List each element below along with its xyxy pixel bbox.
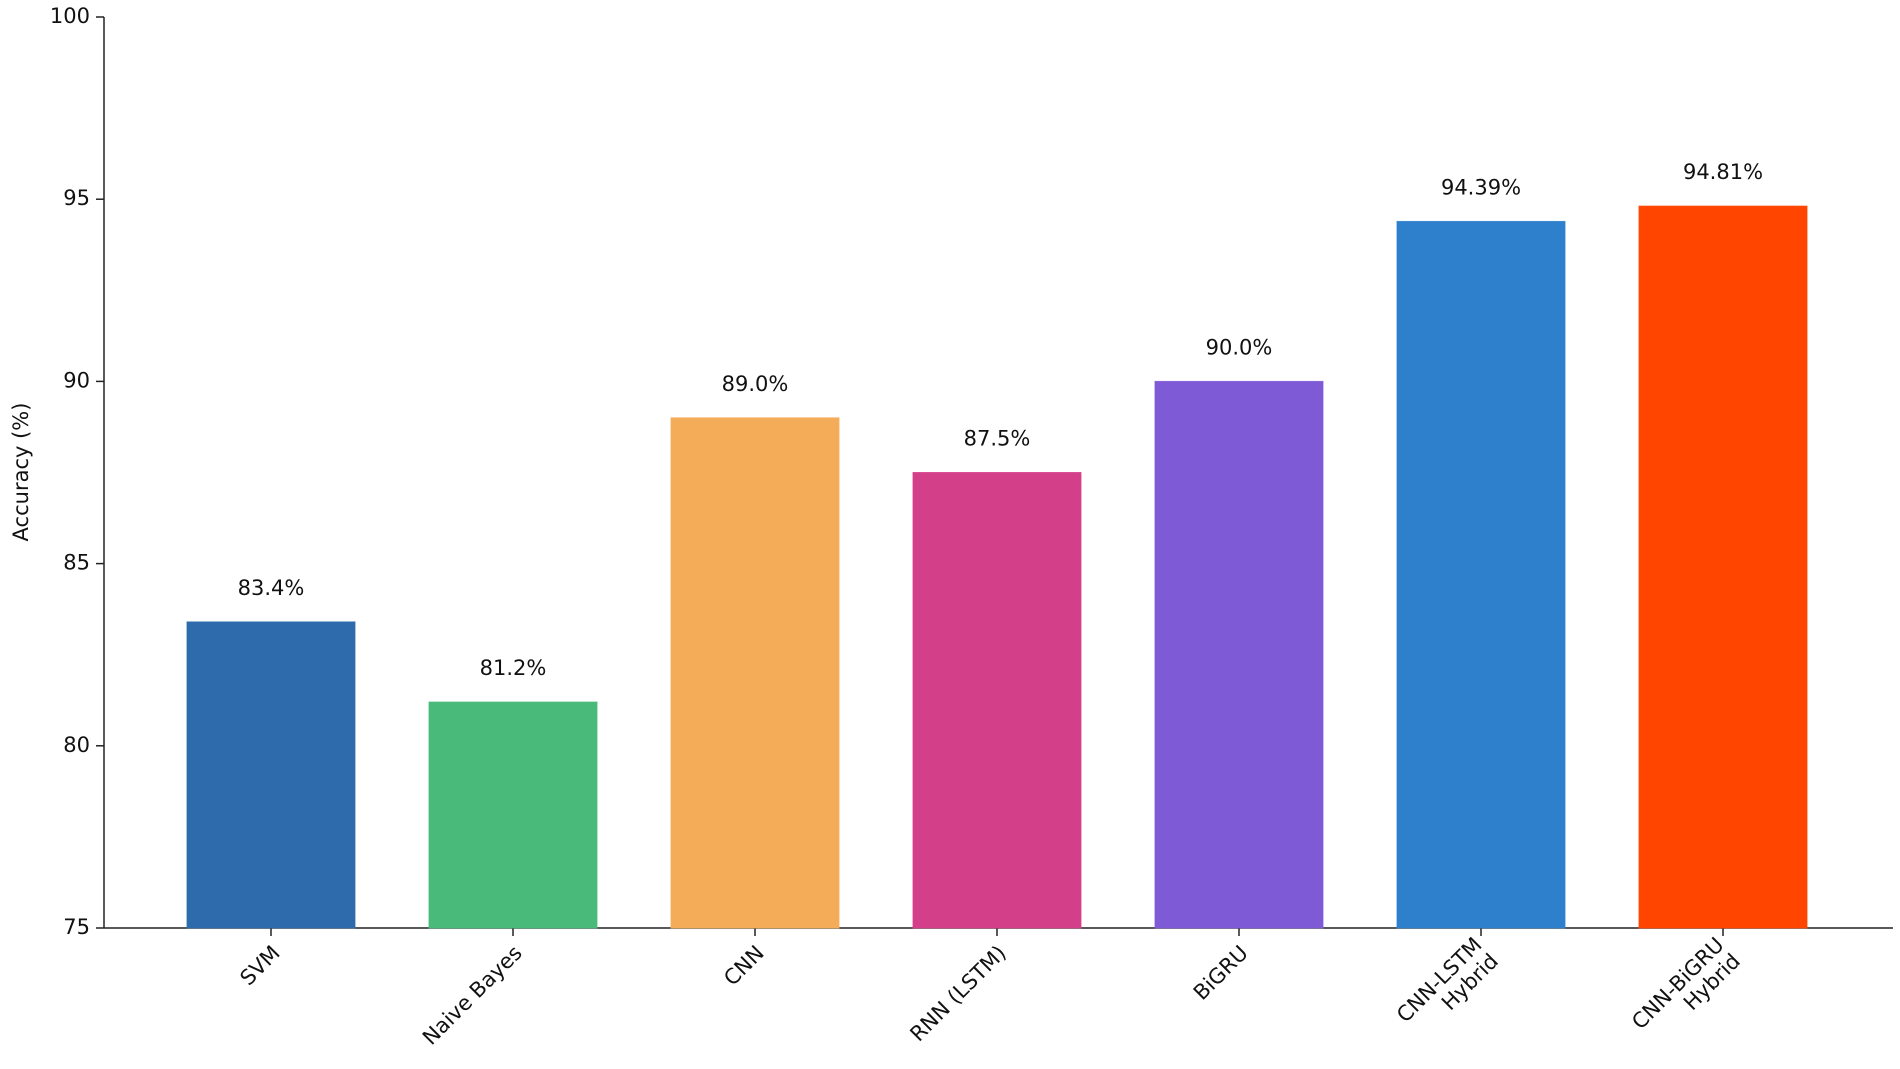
x-tick-label: CNN-LSTMHybrid [1392, 933, 1503, 1044]
x-tick-label: CNN-BiGRUHybrid [1627, 933, 1745, 1051]
bar [186, 621, 356, 929]
x-tick-label: BiGRU [1189, 941, 1253, 1005]
y-tick-label: 80 [63, 733, 90, 757]
bar [1154, 380, 1324, 929]
bar [428, 701, 598, 929]
y-tick-label: 75 [63, 915, 90, 939]
value-label: 87.5% [964, 427, 1031, 451]
x-tick-label: RNN (LSTM) [905, 941, 1010, 1046]
y-tick-label: 90 [63, 368, 90, 392]
value-label: 81.2% [480, 656, 547, 680]
value-label: 90.0% [1206, 335, 1273, 359]
y-tick-label: 85 [63, 551, 90, 575]
bar [670, 417, 840, 929]
value-label: 89.0% [722, 372, 789, 396]
x-tick-label: SVM [235, 941, 284, 990]
y-tick-label: 100 [50, 4, 90, 28]
y-axis-label: Accuracy (%) [9, 403, 33, 542]
bar [1396, 220, 1566, 929]
value-label: 83.4% [238, 576, 305, 600]
value-label: 94.39% [1441, 175, 1521, 199]
bar [912, 472, 1082, 929]
value-label: 94.81% [1683, 160, 1763, 184]
y-tick-label: 95 [63, 186, 90, 210]
x-tick-label: Naive Bayes [418, 941, 527, 1050]
bar [1638, 205, 1808, 929]
x-tick-label: CNN [719, 941, 769, 991]
